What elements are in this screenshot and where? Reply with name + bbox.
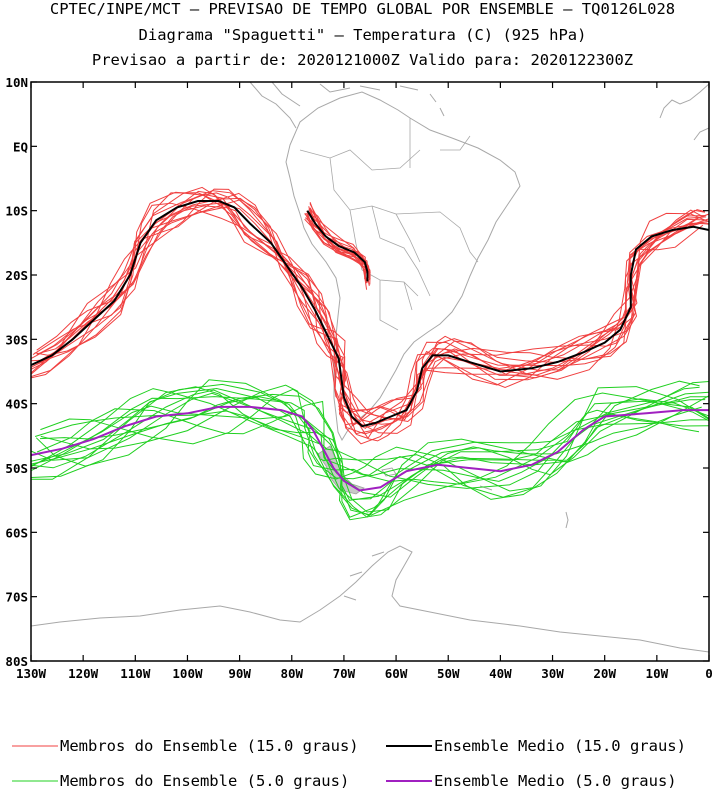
axis-ticks: 130W 120W 110W 100W 90W 80W 70W 60W 50W 40W 30W 20W…	[5, 75, 712, 681]
country-borders	[299, 118, 479, 331]
ensemble-mean-line	[306, 210, 369, 282]
antarctica-coastline	[31, 545, 709, 653]
x-tick-label: 30W	[541, 666, 564, 681]
ensemble-member-line	[31, 199, 708, 434]
ensemble-member-line	[33, 186, 708, 430]
x-tick-label: 130W	[16, 666, 47, 681]
ensemble-member-line	[31, 381, 709, 500]
legend: Membros do Ensemble (15.0 graus) Ensembl…	[12, 737, 686, 790]
y-tick-label: EQ	[13, 139, 28, 154]
ensemble-means	[31, 200, 709, 492]
ensemble-mean-line	[31, 200, 709, 428]
ensemble-member-line	[34, 206, 706, 435]
y-tick-label: 80S	[5, 654, 28, 669]
antarctic-islands	[343, 551, 385, 601]
chart-title-line-3: Previsao a partir de: 2020121000Z Valido…	[91, 51, 634, 69]
x-tick-label: 0	[705, 666, 713, 681]
ensemble-member-line	[31, 380, 700, 500]
ensemble-member-line	[34, 192, 707, 428]
legend-label-mean-5: Ensemble Medio (5.0 graus)	[434, 772, 677, 790]
tierra-del-fuego	[317, 445, 365, 495]
plot-frame	[30, 81, 710, 662]
ensemble-member-line	[31, 396, 708, 518]
ensemble-member-line	[31, 396, 709, 501]
ensemble-members	[31, 186, 709, 521]
ensemble-member-line	[31, 188, 703, 445]
x-tick-label: 10W	[646, 666, 669, 681]
x-tick-label: 80W	[280, 666, 303, 681]
x-tick-label: 20W	[593, 666, 616, 681]
falkland-islands	[381, 467, 397, 477]
ensemble-member-line	[36, 190, 706, 423]
ensemble-member-line	[31, 193, 709, 418]
x-tick-label: 60W	[385, 666, 408, 681]
legend-label-mean-15: Ensemble Medio (15.0 graus)	[434, 737, 686, 755]
ensemble-member-line	[309, 203, 371, 278]
ensemble-member-line	[36, 202, 709, 440]
y-tick-label: 10N	[5, 75, 28, 90]
y-tick-label: 30S	[5, 332, 28, 347]
ensemble-member-line	[31, 192, 709, 435]
ensemble-member-line	[31, 383, 709, 521]
x-tick-label: 110W	[120, 666, 151, 681]
south-america-coastline	[285, 91, 521, 442]
x-tick-label: 120W	[68, 666, 99, 681]
caribbean-islands	[359, 85, 445, 117]
ensemble-member-line	[31, 389, 709, 485]
ensemble-member-line	[36, 197, 709, 420]
chart-title-line-1: CPTEC/INPE/MCT – PREVISAO DE TEMPO GLOBA…	[49, 0, 676, 18]
legend-label-members-5: Membros do Ensemble (5.0 graus)	[60, 772, 349, 790]
y-tick-label: 50S	[5, 461, 28, 476]
africa-coastline	[659, 83, 709, 141]
x-tick-label: 40W	[489, 666, 512, 681]
ensemble-member-line	[40, 384, 709, 517]
ensemble-member-line	[31, 191, 709, 427]
ensemble-member-line	[31, 202, 707, 426]
legend-label-members-15: Membros do Ensemble (15.0 graus)	[60, 737, 359, 755]
y-tick-label: 60S	[5, 525, 28, 540]
ensemble-member-line	[36, 400, 700, 513]
x-tick-label: 100W	[172, 666, 203, 681]
chart-title-line-2: Diagrama "Spaguetti" – Temperatura (C) (…	[138, 26, 587, 44]
ensemble-member-line	[31, 190, 704, 421]
ensemble-mean-line	[31, 405, 709, 492]
x-tick-label: 70W	[333, 666, 356, 681]
x-tick-label: 90W	[228, 666, 251, 681]
ensemble-member-line	[31, 205, 709, 442]
y-tick-label: 70S	[5, 590, 28, 605]
sandwich-islands	[565, 511, 569, 529]
ensemble-member-line	[32, 192, 707, 425]
ensemble-member-line	[31, 387, 706, 492]
central-america-coastline	[249, 82, 351, 129]
x-tick-label: 50W	[437, 666, 460, 681]
ensemble-member-line	[309, 202, 371, 277]
ensemble-member-line	[40, 388, 702, 518]
y-tick-label: 10S	[5, 204, 28, 219]
y-tick-label: 20S	[5, 268, 28, 283]
y-tick-label: 40S	[5, 397, 28, 412]
map-coastlines	[31, 82, 709, 653]
